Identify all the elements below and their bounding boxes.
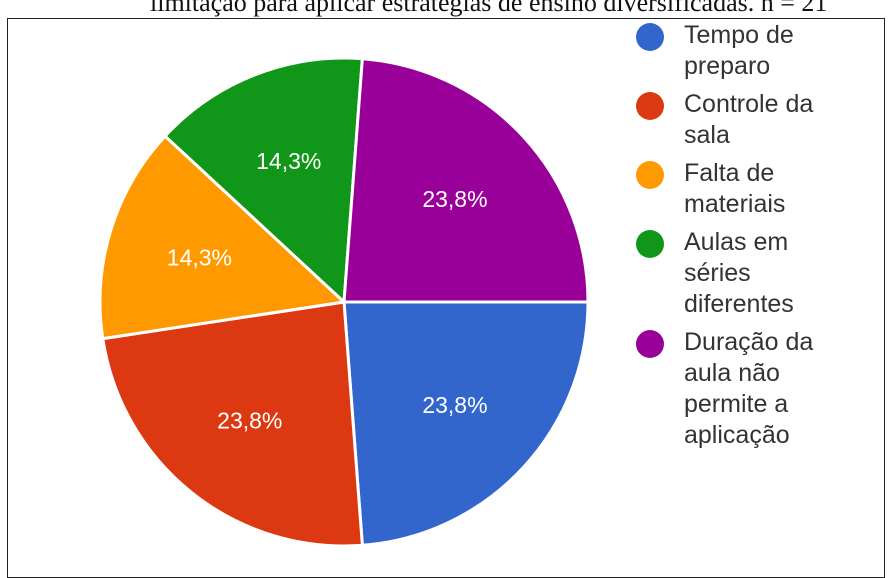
legend-item: Controle da sala [636, 89, 886, 151]
legend-swatch [636, 330, 664, 358]
legend-label: Falta de [684, 159, 775, 187]
legend-swatch [636, 161, 664, 189]
pie-slice [342, 57, 590, 304]
pie-slice [162, 56, 364, 306]
figure-caption: limitação para aplicar estratégias de en… [150, 0, 828, 17]
slice-value-label: 14,3% [256, 148, 321, 174]
slice-value-label: 14,3% [167, 245, 232, 271]
legend-swatch [636, 92, 664, 120]
legend-item: Tempo de preparo [636, 20, 886, 82]
legend-label: sala [684, 121, 730, 149]
legend-label: aula não [684, 359, 780, 387]
legend-item: Aulas em séries diferentes [636, 227, 886, 320]
slice-value-label: 23,8% [422, 392, 487, 418]
legend-label: diferentes [684, 290, 794, 318]
legend-label: aplicação [684, 421, 790, 449]
legend-swatch [636, 23, 664, 51]
pie-slice [101, 300, 364, 548]
legend-label: preparo [684, 52, 771, 80]
slice-value-label: 23,8% [422, 186, 487, 212]
legend-label: Duração da [684, 328, 814, 356]
pie-slice [98, 133, 348, 341]
legend-label: séries [684, 259, 751, 287]
legend-label: Controle da [684, 90, 814, 118]
chart-legend: Tempo de preparo Controle da sala Falta de ma… [636, 20, 886, 458]
slice-value-label: 23,8% [217, 407, 282, 433]
legend-item: Duração da aula não permite a aplicação [636, 327, 886, 451]
legend-label: Tempo de [684, 21, 794, 49]
legend-label: Aulas em [684, 228, 789, 256]
legend-item: Falta de materiais [636, 158, 886, 220]
pie-slice [342, 300, 590, 547]
legend-label: permite a [684, 390, 789, 418]
legend-swatch [636, 230, 664, 258]
legend-label: materiais [684, 190, 786, 218]
